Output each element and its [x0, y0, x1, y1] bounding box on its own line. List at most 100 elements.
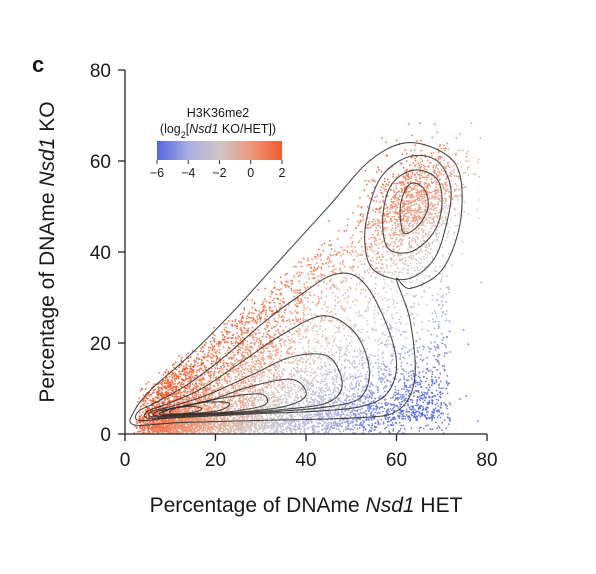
- scatter-point: [428, 161, 431, 164]
- scatter-point: [250, 379, 253, 381]
- scatter-point: [295, 400, 298, 402]
- scatter-point: [446, 212, 448, 215]
- scatter-point: [347, 403, 350, 406]
- scatter-point: [293, 341, 296, 344]
- scatter-point: [404, 179, 407, 182]
- scatter-point: [298, 413, 301, 416]
- scatter-point: [308, 354, 310, 357]
- scatter-point: [426, 304, 429, 306]
- scatter-point: [226, 349, 229, 352]
- scatter-point: [386, 216, 388, 218]
- scatter-point: [367, 430, 370, 433]
- scatter-point: [345, 338, 348, 340]
- scatter-point: [418, 303, 420, 306]
- scatter-point: [342, 249, 345, 252]
- scatter-point: [388, 221, 390, 223]
- scatter-point: [315, 350, 318, 353]
- scatter-point: [441, 224, 443, 227]
- scatter-point: [177, 376, 180, 379]
- scatter-point: [269, 309, 271, 312]
- scatter-point: [416, 171, 418, 174]
- scatter-point: [249, 352, 252, 355]
- scatter-point: [288, 391, 291, 393]
- scatter-point: [350, 340, 353, 342]
- scatter-point: [180, 400, 182, 403]
- scatter-point: [238, 320, 240, 323]
- scatter-point: [406, 272, 409, 274]
- scatter-point: [440, 315, 443, 318]
- scatter-point: [448, 252, 450, 255]
- scatter-point: [223, 341, 226, 344]
- scatter-point: [289, 323, 292, 326]
- scatter-point: [389, 408, 392, 410]
- scatter-point: [336, 345, 339, 348]
- scatter-point: [361, 407, 364, 410]
- scatter-point: [361, 231, 364, 233]
- scatter-point: [403, 428, 406, 430]
- scatter-point: [258, 376, 261, 379]
- scatter-point: [395, 259, 398, 261]
- scatter-point: [369, 299, 372, 302]
- scatter-point: [398, 271, 400, 274]
- scatter-point: [391, 241, 393, 243]
- scatter-point: [414, 258, 417, 261]
- scatter-point: [391, 422, 394, 424]
- scatter-point: [311, 273, 313, 275]
- scatter-point: [259, 360, 262, 363]
- scatter-point: [444, 343, 446, 346]
- scatter-point: [346, 414, 349, 417]
- scatter-point: [252, 338, 255, 341]
- scatter-point: [394, 388, 397, 391]
- scatter-point: [445, 346, 448, 348]
- scatter-point: [254, 319, 257, 322]
- scatter-point: [437, 163, 440, 166]
- scatter-point: [158, 372, 160, 374]
- scatter-point: [356, 392, 359, 395]
- scatter-point: [416, 198, 419, 200]
- scatter-point: [339, 339, 342, 342]
- scatter-point: [433, 416, 436, 419]
- scatter-point: [400, 372, 402, 375]
- scatter-point: [307, 397, 310, 400]
- scatter-point: [394, 306, 396, 308]
- scatter-point: [258, 368, 261, 371]
- scatter-point: [240, 319, 243, 321]
- scatter-point: [231, 320, 234, 323]
- scatter-point: [234, 384, 236, 387]
- scatter-point: [395, 185, 397, 188]
- scatter-point: [398, 224, 401, 227]
- scatter-point: [400, 271, 403, 274]
- scatter-point: [256, 315, 258, 318]
- scatter-point: [328, 260, 331, 262]
- scatter-point: [421, 321, 423, 324]
- scatter-point: [257, 414, 259, 416]
- scatter-point: [419, 248, 422, 251]
- scatter-point: [407, 211, 410, 214]
- scatter-point: [378, 255, 381, 258]
- scatter-point: [324, 347, 327, 350]
- scatter-point: [244, 379, 247, 382]
- scatter-point: [228, 375, 231, 378]
- scatter-point: [350, 344, 352, 347]
- scatter-point: [394, 385, 397, 388]
- scatter-point: [374, 196, 376, 199]
- scatter-point: [246, 418, 249, 421]
- scatter-point: [421, 409, 424, 412]
- scatter-point: [293, 389, 296, 391]
- scatter-point: [270, 386, 272, 389]
- scatter-point: [375, 227, 378, 230]
- scatter-point: [134, 425, 136, 428]
- scatter-point: [226, 382, 229, 385]
- scatter-point: [153, 383, 156, 386]
- scatter-point: [405, 174, 408, 177]
- scatter-point: [413, 269, 416, 272]
- scatter-point: [326, 419, 329, 422]
- scatter-point: [444, 222, 446, 225]
- scatter-point: [453, 238, 456, 241]
- scatter-point: [174, 382, 177, 385]
- scatter-point: [317, 255, 319, 257]
- scatter-point: [403, 388, 405, 391]
- scatter-point: [346, 389, 349, 391]
- scatter-point: [320, 259, 322, 261]
- scatter-point: [289, 362, 292, 365]
